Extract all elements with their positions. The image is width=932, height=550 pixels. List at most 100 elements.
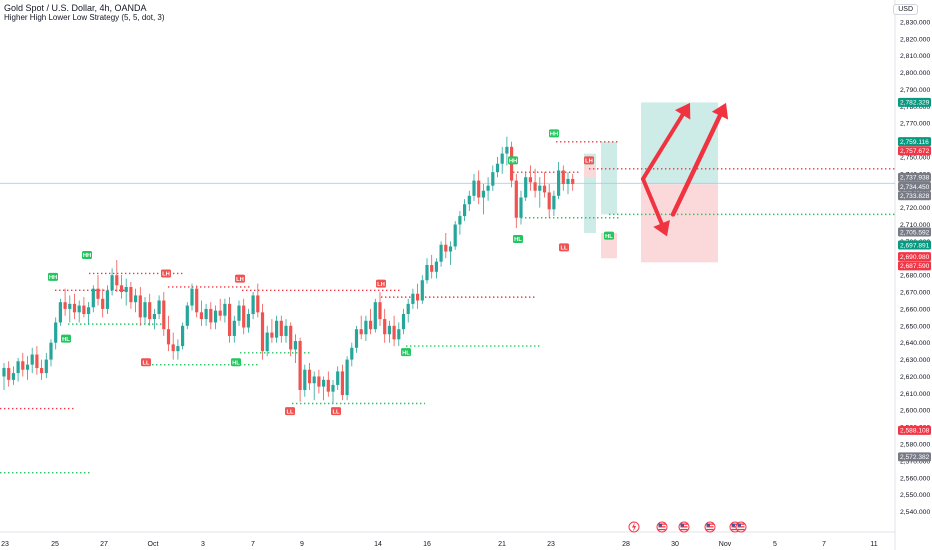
candle <box>491 165 495 191</box>
candle-body <box>166 329 171 345</box>
candle-body <box>25 364 30 370</box>
y-tick-label: 2,800.000 <box>900 70 930 77</box>
candle-body <box>524 177 528 198</box>
candle-body <box>387 325 391 335</box>
candle-body <box>72 303 77 313</box>
candle <box>298 337 302 402</box>
candle-body <box>547 192 551 210</box>
candle-body <box>30 354 34 365</box>
candle <box>566 172 570 195</box>
y-tick-label: 2,720.000 <box>900 205 930 212</box>
swing-label: LL <box>332 409 340 415</box>
candle-body <box>58 302 62 323</box>
swing-label-box <box>235 274 245 283</box>
symbol-title[interactable]: Gold Spot / U.S. Dollar, 4h, OANDA <box>4 3 147 13</box>
candle <box>416 283 420 309</box>
candle-body <box>213 310 218 323</box>
swing-label: HL <box>402 350 410 356</box>
candle <box>96 275 100 306</box>
candle <box>533 168 537 198</box>
candle <box>148 293 152 326</box>
candle-body <box>260 312 265 352</box>
candle-body <box>115 275 119 286</box>
candle <box>378 292 382 326</box>
projection-arrow <box>641 176 664 226</box>
candle-body <box>369 320 373 330</box>
projection-arrowhead <box>674 102 691 120</box>
swing-label-box <box>285 407 295 416</box>
candle <box>420 275 424 304</box>
candle-body <box>406 303 410 314</box>
candle <box>25 356 30 380</box>
swing-label: LH <box>377 282 385 288</box>
candle <box>232 315 236 343</box>
swing-label-box <box>141 358 151 367</box>
candle-body <box>265 332 269 352</box>
price-badge <box>898 146 931 156</box>
price-badge <box>898 137 931 147</box>
candle-body <box>190 288 194 306</box>
candle-body <box>110 275 114 291</box>
candle <box>397 322 401 347</box>
swing-label-box <box>376 279 386 288</box>
candle-body <box>458 216 462 225</box>
candle-body <box>129 286 133 303</box>
x-tick-label: 9 <box>300 541 304 548</box>
swing-label: HL <box>62 337 70 343</box>
candle-body <box>566 178 570 184</box>
candle <box>16 357 20 382</box>
candle-body <box>87 307 91 314</box>
candle <box>571 173 575 191</box>
candle <box>162 292 166 336</box>
candle-body <box>195 288 199 313</box>
candle-body <box>101 298 105 309</box>
swing-label-box <box>401 348 411 357</box>
candle <box>63 288 67 316</box>
candle-body <box>425 265 429 281</box>
candle-body <box>571 178 575 184</box>
candle <box>77 300 81 323</box>
candle <box>265 325 269 357</box>
y-tick-label: 2,540.000 <box>900 509 930 516</box>
candle-body <box>21 361 25 370</box>
indicator-label[interactable]: Higher High Lower Low Strategy (5, 5, do… <box>4 13 165 22</box>
candle-body <box>519 197 523 218</box>
candle <box>2 362 6 390</box>
swing-label: LL <box>560 246 568 252</box>
candle-body <box>2 368 6 377</box>
candle <box>448 241 453 266</box>
candle <box>213 305 218 330</box>
candle-body <box>91 288 95 308</box>
swing-label-box <box>559 243 569 252</box>
price-badge-label: 2,782.329 <box>900 100 930 107</box>
candle <box>242 298 246 335</box>
candle <box>392 315 396 347</box>
candle <box>68 295 72 323</box>
candle <box>322 376 326 401</box>
candle <box>176 339 180 360</box>
mini-stop-zone <box>584 165 596 178</box>
x-tick-label: 7 <box>822 541 826 548</box>
candle <box>359 315 363 340</box>
candle-body <box>359 329 363 335</box>
candle <box>312 371 316 401</box>
candle <box>91 285 95 313</box>
candle-body <box>477 180 481 198</box>
us-flag-icon <box>678 521 690 533</box>
candle <box>561 165 565 191</box>
candle-body <box>242 305 246 328</box>
candle <box>171 332 175 360</box>
candle-body <box>289 325 293 350</box>
lightning-icon <box>628 521 640 533</box>
candle-body <box>322 379 326 387</box>
candle-body <box>96 288 100 299</box>
candle <box>143 297 147 325</box>
currency-label[interactable]: USD <box>893 4 918 15</box>
candle <box>411 288 415 309</box>
candle-body <box>119 285 124 293</box>
candle <box>401 308 406 335</box>
candle <box>477 170 481 205</box>
candle <box>528 165 532 191</box>
price-badge <box>898 172 931 182</box>
